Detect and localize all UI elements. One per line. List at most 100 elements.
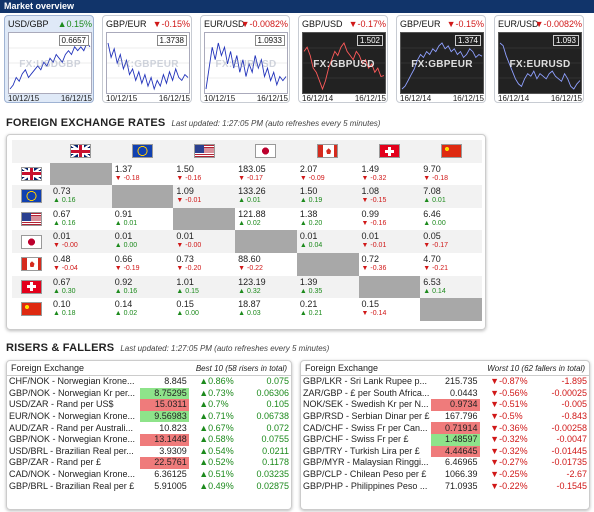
rate-cell[interactable]: 0.48 ▼ -0.04 — [50, 253, 112, 276]
instrument-name[interactable]: GBP/CHF - Swiss Fr per £ — [303, 434, 409, 445]
rate-cell[interactable]: 0.92 ▲ 0.16 — [111, 275, 174, 299]
instrument-name[interactable]: USD/BRL - Brazilian Real per... — [9, 445, 134, 456]
rf-row[interactable]: USD/ZAR - Rand per US$ 15.0311 ▲0.7% 0.105 — [7, 399, 291, 411]
rate-cell[interactable]: 0.01 ▼ -0.00 — [50, 230, 112, 253]
rate-cell[interactable]: 1.01 ▲ 0.15 — [173, 275, 236, 299]
instrument-name[interactable]: GBP/PHP - Philippines Peso ... — [303, 480, 428, 491]
pair-label: GBP/EUR — [400, 19, 441, 29]
rf-row[interactable]: CAD/NOK - Norwegian Krone... 6.36125 ▲0.51… — [7, 469, 291, 481]
rate-cell[interactable]: 4.70 ▼ -0.21 — [420, 253, 482, 276]
rate-cell[interactable]: 1.39 ▲ 0.35 — [296, 275, 359, 299]
rf-row[interactable]: GBP/CHF - Swiss Fr per £ 1.48597 ▼-0.32% -0… — [301, 433, 589, 446]
instrument-name[interactable]: GBP/LKR - Sri Lank Rupee p... — [303, 376, 428, 387]
rate-cell[interactable]: 0.67 ▲ 0.16 — [50, 208, 112, 231]
rate-cell[interactable]: 0.15 ▲ 0.00 — [173, 298, 235, 321]
diagonal-cell — [50, 162, 112, 186]
rf-row[interactable]: CAD/CHF - Swiss Fr per Can... 0.71914 ▼-0.… — [301, 422, 589, 434]
rate-cell[interactable]: 0.66 ▼ -0.19 — [112, 253, 174, 276]
rate-cell[interactable]: 0.73 ▼ -0.20 — [173, 253, 235, 276]
rate-cell[interactable]: 1.37 ▼ -0.18 — [112, 163, 174, 186]
rate-cell[interactable]: 0.01 ▲ 0.04 — [296, 230, 359, 253]
rate-cell[interactable]: 0.21 ▲ 0.21 — [297, 298, 359, 321]
rate-cell[interactable]: 0.01 ▼ -0.00 — [173, 230, 236, 253]
rf-row[interactable]: GBP/LKR - Sri Lank Rupee p... 215.735 ▼-0.… — [301, 376, 589, 388]
rf-row[interactable]: EUR/NOK - Norwegian Krone... 9.56983 ▲0.71… — [7, 410, 291, 423]
rate-cell[interactable]: 0.99 ▼ -0.16 — [359, 208, 421, 231]
rate-cell[interactable]: 6.46 ▲ 0.00 — [420, 208, 482, 231]
chart-card[interactable]: EUR/USD ▼-0.0082% FX:EURUSD 1.0933 10/12/15 1… — [200, 15, 290, 103]
instrument-name[interactable]: CHF/NOK - Norwegian Krone... — [9, 376, 135, 387]
rate-cell[interactable]: 1.09 ▼ -0.01 — [173, 185, 236, 208]
chart-card[interactable]: EUR/USD ▼-0.0082% FX:EURUSD 1.093 16/12/14 16… — [494, 15, 584, 103]
instrument-name[interactable]: USD/ZAR - Rand per US$ — [9, 399, 114, 410]
rf-row[interactable]: ZAR/GBP - £ per South Africa... 0.0443 ▼-0… — [301, 388, 589, 400]
chart-watermark: FX:GBPEUR — [411, 59, 473, 70]
instrument-name[interactable]: AUD/ZAR - Rand per Australi... — [9, 422, 134, 433]
rf-row[interactable]: CHF/NOK - Norwegian Krone... 8.845 ▲0.86% 0… — [7, 376, 291, 388]
rate-cell[interactable]: 123.19 ▲ 0.32 — [235, 275, 297, 299]
rate-cell[interactable]: 0.10 ▲ 0.18 — [50, 298, 112, 321]
instrument-name[interactable]: GBP/CLP - Chilean Peso per £ — [303, 469, 427, 480]
rate-cell[interactable]: 183.05 ▼ -0.17 — [235, 163, 297, 186]
chart-card[interactable]: GBP/EUR ▼-0.15% FX:GBPEUR 1.374 16/12/14 16/1… — [396, 15, 486, 103]
rf-row[interactable]: GBP/TRY - Turkish Lira per £ 4.44645 ▼-0.3… — [301, 445, 589, 458]
rate-cell[interactable]: 0.01 ▼ -0.01 — [358, 230, 421, 253]
rate-change: ▼ -0.09 — [299, 174, 325, 182]
rf-row[interactable]: GBP/MYR - Malaysian Ringgi... 6.46965 ▼-0.… — [301, 457, 589, 469]
rate-cell[interactable]: 6.53 ▲ 0.14 — [420, 275, 482, 299]
rf-row[interactable]: GBP/RSD - Serbian Dinar per £ 167.796 ▼-0.… — [301, 411, 589, 423]
rate-cell[interactable]: 9.70 ▼ -0.18 — [420, 163, 482, 186]
instrument-name[interactable]: EUR/NOK - Norwegian Krone... — [9, 411, 136, 422]
rate-cell[interactable]: 0.73 ▲ 0.16 — [50, 185, 112, 208]
rf-row[interactable]: GBP/NOK - Norwegian Kr per... 8.75295 ▲0.7… — [7, 387, 291, 400]
rate-cell[interactable]: 0.05 ▼ -0.17 — [420, 230, 482, 253]
chart-card[interactable]: GBP/USD ▼-0.17% FX:GBPUSD 1.502 16/12/14 16/1… — [298, 15, 388, 103]
instrument-name[interactable]: CAD/NOK - Norwegian Krone... — [9, 469, 136, 480]
percent-change: ▼-0.56% — [490, 387, 528, 398]
instrument-name[interactable]: GBP/MYR - Malaysian Ringgi... — [303, 457, 429, 468]
instrument-name[interactable]: GBP/TRY - Turkish Lira per £ — [303, 445, 420, 456]
instrument-name[interactable]: GBP/ZAR - Rand per £ — [9, 457, 102, 468]
rate-cell[interactable]: 0.67 ▲ 0.30 — [50, 275, 112, 299]
rate-value: 121.88 — [238, 208, 266, 219]
rate-value: 0.73 — [53, 186, 71, 197]
rate-cell[interactable]: 0.91 ▲ 0.01 — [112, 208, 174, 231]
rf-row[interactable]: NOK/SEK - Swedish Kr per N... 0.9734 ▼-0.5… — [301, 399, 589, 411]
rate-cell[interactable]: 1.49 ▼ -0.32 — [359, 163, 421, 186]
rate-cell[interactable]: 1.08 ▼ -0.15 — [358, 185, 421, 208]
rate-cell[interactable]: 1.50 ▼ -0.16 — [173, 163, 235, 186]
absolute-change: -0.01445 — [551, 445, 587, 456]
rate-cell[interactable]: 88.60 ▼ -0.22 — [235, 253, 297, 276]
fallers-note: Worst 10 (62 fallers in total) — [487, 364, 585, 373]
rate-cell[interactable]: 133.26 ▲ 0.01 — [235, 185, 297, 208]
rf-row[interactable]: GBP/PHP - Philippines Peso ... 71.0935 ▼-0… — [301, 480, 589, 492]
rf-row[interactable]: GBP/NOK - Norwegian Krone... 13.1448 ▲0.58… — [7, 433, 291, 446]
rate-cell[interactable]: 0.15 ▼ -0.14 — [359, 298, 421, 321]
rate-cell[interactable]: 0.01 ▲ 0.00 — [111, 230, 174, 253]
instrument-name[interactable]: CAD/CHF - Swiss Fr per Can... — [303, 422, 428, 433]
chart-card[interactable]: USD/GBP ▲0.15% FX:USDGBP 0.6657 10/12/15 16/1… — [4, 15, 94, 103]
percent-change: ▲0.52% — [199, 457, 234, 468]
rf-row[interactable]: GBP/BRL - Brazilian Real per £ 5.91005 ▲0.… — [7, 480, 291, 492]
rate-cell[interactable]: 1.50 ▲ 0.19 — [296, 185, 359, 208]
instrument-name[interactable]: GBP/BRL - Brazilian Real per £ — [9, 480, 135, 491]
rate-cell[interactable]: 0.72 ▼ -0.36 — [359, 253, 421, 276]
instrument-name[interactable]: GBP/RSD - Serbian Dinar per £ — [303, 411, 430, 422]
chart-card[interactable]: GBP/EUR ▼-0.15% FX:GBPEUR 1.3738 10/12/15 16/… — [102, 15, 192, 103]
rate-cell[interactable]: 18.87 ▲ 0.03 — [235, 298, 297, 321]
date-range: 10/12/15 16/12/15 — [204, 94, 288, 102]
instrument-name[interactable]: GBP/NOK - Norwegian Krone... — [9, 434, 136, 445]
rf-row[interactable]: AUD/ZAR - Rand per Australi... 10.823 ▲0.6… — [7, 422, 291, 434]
rate-cell[interactable]: 121.88 ▲ 0.02 — [235, 208, 297, 231]
rf-row[interactable]: GBP/CLP - Chilean Peso per £ 1066.39 ▼-0.2… — [301, 469, 589, 481]
rate-cell[interactable]: 0.14 ▲ 0.02 — [112, 298, 174, 321]
instrument-name[interactable]: NOK/SEK - Swedish Kr per N... — [303, 399, 429, 410]
instrument-name[interactable]: ZAR/GBP - £ per South Africa... — [303, 387, 430, 398]
rate-cell[interactable]: 1.38 ▲ 0.20 — [297, 208, 359, 231]
rf-row[interactable]: GBP/ZAR - Rand per £ 22.5761 ▲0.52% 0.1178 — [7, 457, 291, 469]
spacer — [480, 457, 489, 469]
rate-cell[interactable]: 2.07 ▼ -0.09 — [297, 163, 359, 186]
instrument-name[interactable]: GBP/NOK - Norwegian Kr per... — [9, 387, 136, 398]
rf-row[interactable]: USD/BRL - Brazilian Real per... 3.9309 ▲0.… — [7, 446, 291, 458]
rate-cell[interactable]: 7.08 ▲ 0.01 — [420, 185, 482, 208]
